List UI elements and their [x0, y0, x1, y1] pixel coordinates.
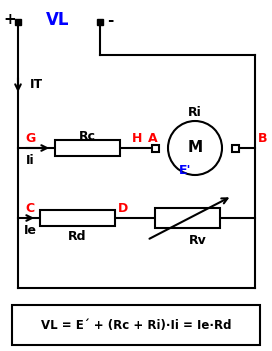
- Text: Ie: Ie: [23, 224, 36, 237]
- Text: +: +: [4, 13, 16, 27]
- Text: Rd: Rd: [68, 230, 87, 243]
- Circle shape: [168, 121, 222, 175]
- Text: VL: VL: [46, 11, 70, 29]
- Text: A: A: [148, 132, 158, 146]
- Text: E': E': [179, 164, 191, 177]
- Text: IT: IT: [30, 79, 43, 92]
- Text: D: D: [118, 203, 128, 216]
- Bar: [152, 145, 159, 152]
- Text: Rc: Rc: [79, 130, 96, 143]
- Bar: [231, 145, 239, 152]
- Text: Ri: Ri: [188, 106, 202, 119]
- Text: M: M: [187, 140, 203, 155]
- Text: B: B: [258, 132, 268, 146]
- Bar: [12, 305, 260, 345]
- Text: H: H: [132, 132, 143, 146]
- Text: Ii: Ii: [26, 153, 34, 166]
- Text: G: G: [25, 132, 35, 146]
- Text: Rv: Rv: [188, 233, 206, 246]
- Bar: [155, 208, 220, 228]
- Bar: [55, 140, 120, 156]
- Bar: [40, 210, 115, 226]
- Text: -: -: [107, 13, 113, 27]
- Text: C: C: [26, 203, 35, 216]
- Text: VL = E´ + (Rc + Ri)·Ii = Ie·Rd: VL = E´ + (Rc + Ri)·Ii = Ie·Rd: [41, 318, 231, 331]
